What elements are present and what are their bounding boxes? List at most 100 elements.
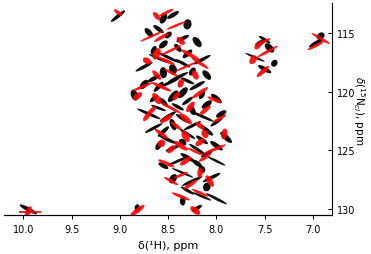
Ellipse shape [169,174,177,184]
Ellipse shape [148,107,156,115]
Ellipse shape [155,142,162,150]
X-axis label: δ(¹H), ppm: δ(¹H), ppm [138,240,198,250]
Ellipse shape [181,78,194,85]
Ellipse shape [192,205,202,212]
Ellipse shape [164,177,178,185]
Ellipse shape [308,42,324,51]
Ellipse shape [249,56,257,65]
Ellipse shape [140,81,148,90]
Ellipse shape [157,53,179,64]
Ellipse shape [171,122,181,130]
Ellipse shape [175,60,190,68]
Ellipse shape [181,50,200,61]
Ellipse shape [161,103,181,114]
Ellipse shape [216,111,226,118]
Ellipse shape [176,36,189,43]
Ellipse shape [196,136,208,145]
Ellipse shape [158,140,165,148]
Ellipse shape [165,145,180,152]
Ellipse shape [143,112,151,122]
Ellipse shape [150,96,158,103]
Ellipse shape [177,88,188,99]
Ellipse shape [201,151,213,158]
Ellipse shape [170,119,177,131]
Ellipse shape [160,136,177,144]
Ellipse shape [149,55,168,64]
Ellipse shape [255,41,265,47]
Ellipse shape [160,112,176,122]
Ellipse shape [196,122,204,130]
Ellipse shape [221,129,227,140]
Ellipse shape [172,104,184,111]
Ellipse shape [203,173,220,182]
Ellipse shape [111,11,125,23]
Ellipse shape [206,176,214,187]
Ellipse shape [220,132,232,144]
Ellipse shape [154,34,169,43]
Ellipse shape [203,145,226,154]
Ellipse shape [190,112,214,122]
Ellipse shape [199,106,211,116]
Ellipse shape [152,71,161,81]
Ellipse shape [151,83,171,92]
Ellipse shape [181,153,194,162]
Ellipse shape [167,146,175,154]
Ellipse shape [189,106,196,116]
Ellipse shape [257,47,278,58]
Ellipse shape [312,34,330,45]
Ellipse shape [25,207,32,217]
Ellipse shape [167,22,185,30]
Ellipse shape [114,10,122,17]
Ellipse shape [154,83,164,92]
Ellipse shape [255,39,270,47]
Ellipse shape [133,93,142,101]
Ellipse shape [158,127,169,137]
Ellipse shape [180,197,186,206]
Ellipse shape [169,65,177,75]
Ellipse shape [184,180,197,190]
Ellipse shape [198,166,206,173]
Ellipse shape [189,144,205,155]
Ellipse shape [131,90,138,101]
Ellipse shape [211,94,222,104]
Ellipse shape [199,154,211,162]
Ellipse shape [174,141,188,151]
Ellipse shape [172,92,180,101]
Ellipse shape [207,97,221,104]
Ellipse shape [151,47,157,55]
Ellipse shape [309,40,323,48]
Ellipse shape [213,115,226,123]
Ellipse shape [183,20,191,30]
Ellipse shape [196,139,205,147]
Ellipse shape [167,12,179,20]
Ellipse shape [192,88,208,99]
Ellipse shape [178,80,184,88]
Ellipse shape [157,79,179,89]
Ellipse shape [199,92,205,100]
Ellipse shape [137,109,161,120]
Ellipse shape [271,60,278,68]
Ellipse shape [151,105,166,112]
Ellipse shape [159,41,168,49]
Ellipse shape [190,207,200,215]
Ellipse shape [200,126,213,136]
Ellipse shape [265,44,274,53]
Ellipse shape [143,58,151,65]
Ellipse shape [210,141,223,151]
Ellipse shape [140,31,164,42]
Ellipse shape [317,33,325,41]
Ellipse shape [179,114,192,124]
Ellipse shape [167,156,188,166]
Ellipse shape [145,124,162,133]
Ellipse shape [160,14,167,25]
Ellipse shape [184,122,201,131]
Ellipse shape [182,97,193,106]
Ellipse shape [190,82,205,91]
Ellipse shape [160,115,173,123]
Ellipse shape [257,67,269,78]
Ellipse shape [172,193,190,201]
Ellipse shape [161,46,182,56]
Ellipse shape [176,115,190,124]
Ellipse shape [159,10,173,17]
Ellipse shape [183,50,192,59]
